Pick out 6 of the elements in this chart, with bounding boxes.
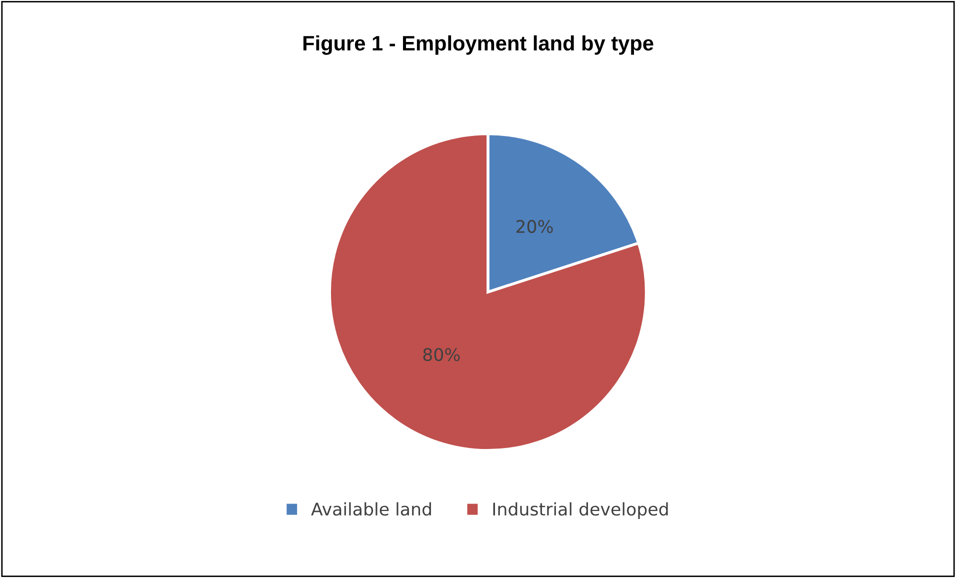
- chart-title: Figure 1 - Employment land by type: [303, 35, 654, 55]
- data-label: 80%: [423, 348, 460, 362]
- data-label: 20%: [516, 220, 553, 234]
- legend-label: Available land: [311, 502, 431, 516]
- legend-label: Industrial developed: [493, 502, 668, 520]
- pie-slice: [328, 132, 648, 452]
